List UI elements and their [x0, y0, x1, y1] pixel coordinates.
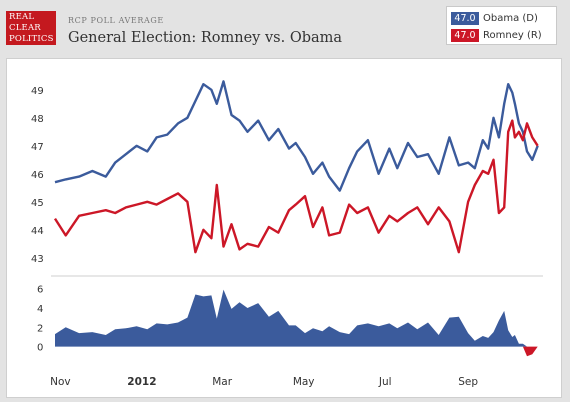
x-tick-label: Nov	[50, 376, 71, 388]
spread-y-tick-label: 6	[37, 285, 43, 296]
legend-item-romney[interactable]: 47.0 Romney (R)	[451, 29, 542, 44]
legend-value-obama: 47.0	[451, 12, 479, 25]
poll-average-kicker: RCP POLL AVERAGE	[68, 16, 164, 25]
x-tick-label: May	[293, 376, 315, 388]
x-tick-label: 2012	[127, 376, 156, 388]
y-tick-label: 43	[31, 254, 44, 265]
x-tick-label: Jul	[378, 376, 392, 388]
series-line-obama[interactable]	[54, 80, 539, 192]
x-tick-label: Sep	[458, 376, 478, 388]
y-tick-label: 45	[31, 198, 44, 209]
y-tick-label: 46	[31, 170, 44, 181]
logo-line-3: POLITICS	[9, 34, 54, 44]
spread-y-tick-label: 4	[37, 304, 43, 315]
series-line-romney[interactable]	[53, 119, 539, 254]
page-title: General Election: Romney vs. Obama	[68, 30, 343, 46]
y-tick-label: 44	[31, 226, 44, 237]
logo-line-2: CLEAR	[9, 23, 41, 33]
legend: 47.0 Obama (D) 47.0 Romney (R)	[446, 6, 557, 45]
spread-y-tick-label: 2	[37, 323, 43, 334]
y-tick-label: 47	[31, 142, 44, 153]
spread-y-tick-label: 0	[37, 343, 43, 354]
y-tick-label: 48	[31, 114, 44, 125]
rcp-logo[interactable]: REAL CLEAR POLITICS	[6, 11, 56, 45]
x-tick-label: Mar	[212, 376, 232, 388]
legend-label-romney: Romney (R)	[483, 30, 542, 41]
legend-value-romney: 47.0	[451, 29, 479, 42]
spread-area-romney[interactable]	[55, 346, 538, 357]
legend-label-obama: Obama (D)	[483, 13, 538, 24]
logo-line-1: REAL	[9, 12, 35, 22]
y-tick-label: 49	[31, 86, 44, 97]
spread-area-obama[interactable]	[55, 289, 538, 347]
legend-item-obama[interactable]: 47.0 Obama (D)	[451, 12, 538, 27]
